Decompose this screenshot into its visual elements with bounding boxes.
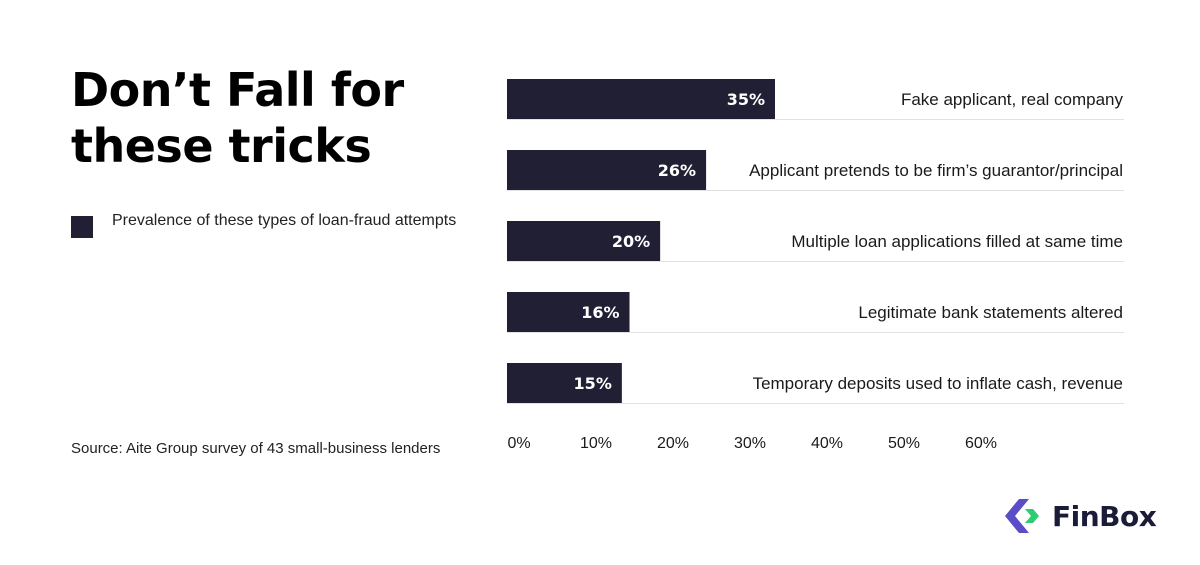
- legend-swatch: [71, 216, 93, 238]
- category-label: Fake applicant, real company: [901, 90, 1124, 109]
- bar: [507, 363, 622, 403]
- bar-value-label: 15%: [574, 374, 612, 393]
- bar: [507, 292, 630, 332]
- bar-value-label: 20%: [612, 232, 650, 251]
- x-tick-label: 10%: [580, 435, 612, 452]
- x-tick-label: 30%: [734, 435, 766, 452]
- source-note: Source: Aite Group survey of 43 small-bu…: [71, 440, 441, 457]
- legend-label: Prevalence of these types of loan-fraud …: [112, 212, 457, 229]
- bar-value-label: 16%: [581, 303, 619, 322]
- bar-value-label: 35%: [727, 90, 765, 109]
- x-tick-label: 20%: [657, 435, 689, 452]
- legend: Prevalence of these types of loan-fraud …: [71, 210, 461, 238]
- x-tick-label: 40%: [811, 435, 843, 452]
- x-tick-label: 50%: [888, 435, 920, 452]
- bar: [507, 79, 775, 119]
- finbox-logo-icon: [1005, 499, 1039, 533]
- category-label: Legitimate bank statements altered: [858, 303, 1123, 322]
- bar: [507, 221, 661, 261]
- category-label: Multiple loan applications filled at sam…: [791, 232, 1123, 251]
- bar-value-label: 26%: [658, 161, 696, 180]
- x-tick-label: 0%: [507, 435, 530, 452]
- brand-logo: FinBox: [1003, 497, 1157, 535]
- x-tick-label: 60%: [965, 435, 997, 452]
- brand-name: FinBox: [1052, 499, 1157, 533]
- bar: [507, 150, 707, 190]
- chart-title: Don’t Fall for these tricks: [71, 63, 404, 173]
- category-label: Temporary deposits used to inflate cash,…: [753, 374, 1123, 393]
- category-label: Applicant pretends to be firm’s guaranto…: [749, 161, 1123, 180]
